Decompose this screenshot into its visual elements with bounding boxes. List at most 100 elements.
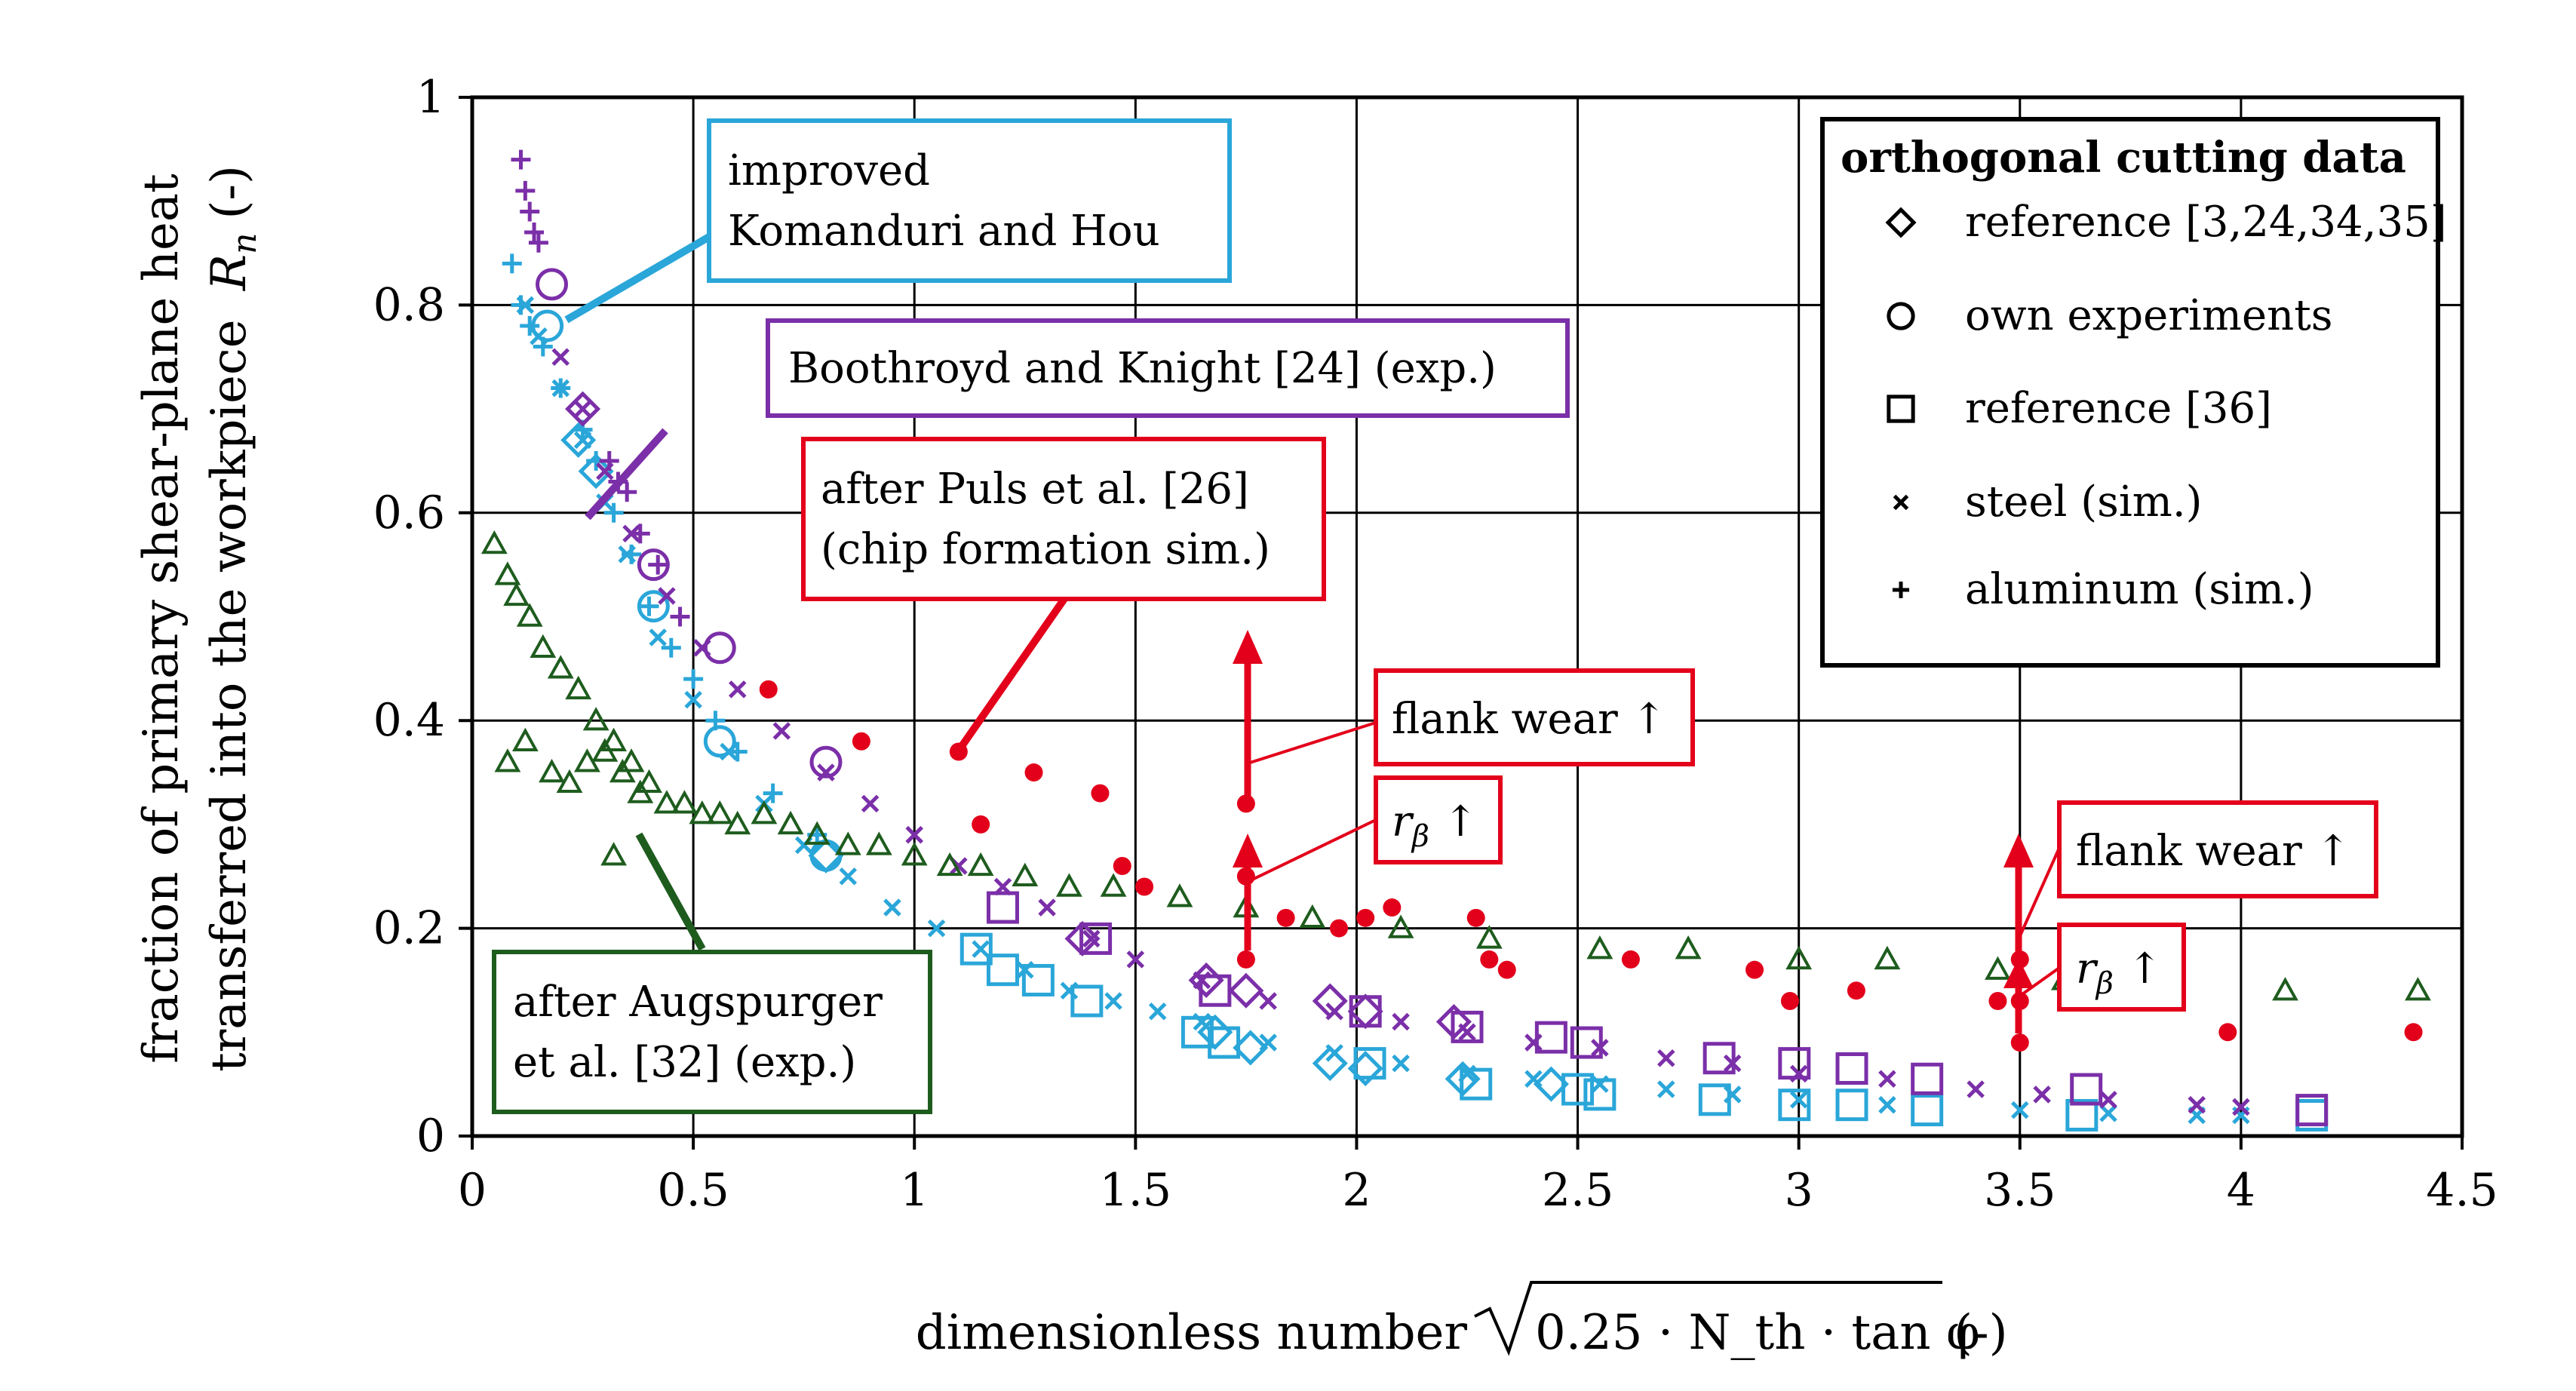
data-point-plus: [622, 544, 642, 564]
data-point-plus: [639, 596, 659, 616]
data-point-triangle: [1299, 904, 1326, 929]
data-point-plus: [515, 180, 536, 201]
data-point-triangle: [565, 675, 592, 700]
data-point-square: [1079, 922, 1113, 955]
data-point-square: [2070, 1073, 2103, 1106]
data-point-x: [972, 940, 990, 958]
data-point-x: [684, 690, 702, 709]
puls-line1: after Puls et al. [26]: [821, 465, 1249, 514]
data-point-dot: [1113, 856, 1131, 875]
data-point-triangle: [1166, 883, 1193, 907]
annotation-augspurger: after Augspurger et al. [32] (exp.): [492, 950, 932, 1114]
data-point-dot: [1356, 908, 1375, 927]
data-point-triangle: [516, 603, 543, 627]
legend-label: reference [3,24,34,35]: [1965, 198, 2447, 247]
data-point-square: [1208, 1026, 1241, 1059]
data-point-plus: [670, 606, 690, 627]
legend-entry: own experiments: [1887, 291, 2332, 340]
data-point-circle: [809, 745, 843, 778]
annotation-flank1: flank wear ↑: [1374, 668, 1695, 766]
data-point-triangle: [494, 561, 521, 585]
data-point-triangle: [547, 655, 574, 679]
data-point-circle: [637, 590, 670, 623]
data-point-x: [2099, 1091, 2117, 1109]
data-point-x: [1967, 1080, 1985, 1098]
data-point-dot: [1236, 950, 1255, 969]
data-point-square: [1349, 995, 1382, 1028]
data-point-square: [1835, 1052, 1868, 1085]
data-point-x: [1392, 1054, 1410, 1073]
r1-connector: [1247, 816, 1381, 883]
x-tick-label: 4.5: [2426, 1164, 2498, 1217]
data-point-dot: [1383, 898, 1402, 917]
r1-label: rβ ↑: [1392, 797, 1478, 854]
data-point-triangle: [1387, 914, 1414, 938]
data-point-dot: [1497, 960, 1516, 979]
legend-label: steel (sim.): [1965, 477, 2202, 527]
data-point-plus: [648, 554, 668, 575]
y-axis-symbol: R: [201, 254, 257, 291]
komanduri-line2: Komanduri and Hou: [728, 207, 1160, 256]
data-point-x: [728, 680, 747, 699]
data-point-triangle: [803, 821, 831, 845]
data-point-triangle: [530, 634, 557, 659]
legend-marker-square: [1887, 395, 1915, 423]
data-point-plus: [763, 783, 783, 803]
data-point-x: [551, 348, 570, 367]
data-point-square: [1778, 1047, 1811, 1080]
legend: orthogonal cutting data reference [3,24,…: [1820, 117, 2447, 668]
arrow-r2-head: [2003, 958, 2034, 988]
data-point-triangle: [671, 790, 698, 814]
data-point-plus: [630, 524, 650, 544]
data-point-triangle: [481, 530, 508, 554]
y-axis-label-line1: fraction of primary shear-plane heat: [134, 173, 189, 1064]
flank2-connector: [2017, 847, 2061, 940]
data-point-diamond: [1233, 1030, 1269, 1066]
data-point-plus: [617, 482, 637, 502]
data-point-dot: [852, 732, 870, 751]
data-point-plus: [599, 450, 619, 471]
data-point-diamond: [1312, 1046, 1348, 1082]
y-axis-unit: (-): [201, 165, 257, 220]
y-tick-label: 1: [416, 71, 445, 124]
plot-area-frame: [470, 95, 2464, 1138]
data-point-square: [1070, 984, 1104, 1018]
data-point-x: [2232, 1098, 2250, 1116]
y-tick-label: 0: [416, 1110, 445, 1162]
data-point-square: [2065, 1098, 2099, 1132]
komanduri-connector: [564, 233, 711, 324]
data-point-dot: [2218, 1023, 2237, 1042]
data-point-triangle: [1100, 873, 1127, 897]
data-point-square: [1353, 1047, 1386, 1080]
series-6: [511, 149, 690, 627]
data-point-x: [1878, 1070, 1896, 1089]
data-point-triangle: [1874, 945, 1901, 970]
data-point-x: [2188, 1095, 2206, 1114]
data-point-x: [1657, 1049, 1675, 1067]
annotation-boothroyd: Boothroyd and Knight [24] (exp.): [766, 318, 1570, 418]
data-point-diamond: [578, 453, 614, 490]
data-point-plus: [528, 232, 548, 253]
data-point-square: [1835, 1089, 1868, 1122]
data-point-square: [1561, 1073, 1595, 1106]
data-point-triangle: [627, 779, 654, 803]
y-tick-label: 0.4: [373, 694, 445, 747]
series-4: [959, 932, 2329, 1132]
data-point-diamond: [1312, 983, 1348, 1019]
data-point-x: [1148, 1002, 1167, 1021]
sqrt-sign: [1474, 1281, 1942, 1356]
data-point-dot: [1276, 908, 1295, 927]
data-point-triangle: [706, 800, 733, 824]
plot-border: [470, 95, 2464, 1138]
data-point-triangle: [511, 727, 539, 751]
annotation-connectors: [564, 233, 2061, 997]
data-point-square: [1460, 1067, 1493, 1101]
data-point-triangle: [865, 831, 892, 855]
r2-sym: r: [2076, 944, 2099, 993]
data-point-triangle: [618, 748, 645, 772]
data-point-square: [986, 953, 1019, 987]
data-point-diamond: [1228, 972, 1264, 1009]
puls-connector: [950, 585, 1076, 760]
data-point-x: [1038, 898, 1056, 917]
